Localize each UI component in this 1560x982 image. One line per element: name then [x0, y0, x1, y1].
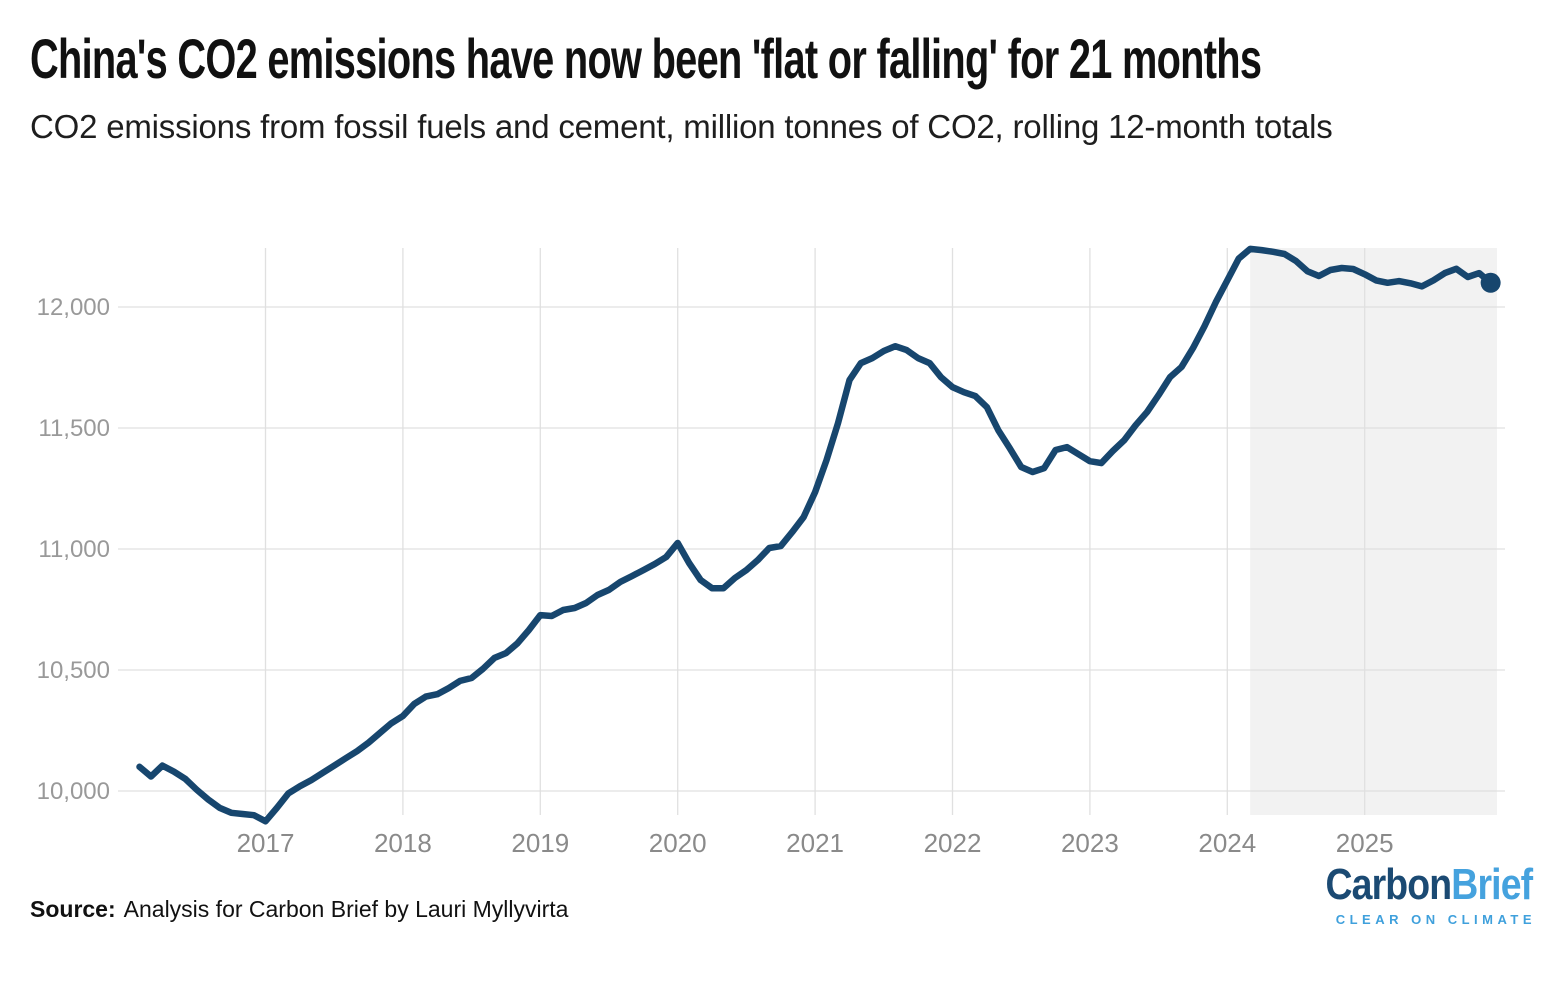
x-tick-label: 2024: [1198, 828, 1256, 858]
source-line: Source: Analysis for Carbon Brief by Laur…: [30, 896, 568, 923]
source-text: Analysis for Carbon Brief by Lauri Mylly…: [123, 896, 569, 922]
y-tick-label: 11,000: [38, 536, 110, 563]
carbonbrief-logo: CarbonBrief CLEAR ON CLIMATE: [1289, 860, 1533, 927]
y-tick-label: 10,500: [37, 657, 110, 684]
x-tick-label: 2017: [237, 828, 295, 858]
source-label: Source:: [30, 896, 116, 922]
x-tick-label: 2020: [649, 828, 707, 858]
x-tick-label: 2021: [786, 828, 844, 858]
logo-carbon: Carbon: [1325, 860, 1452, 909]
x-tick-label: 2022: [924, 828, 982, 858]
x-tick-label: 2023: [1061, 828, 1119, 858]
x-tick-label: 2019: [511, 828, 569, 858]
shaded-region: [1250, 248, 1497, 815]
y-tick-label: 12,000: [37, 294, 110, 321]
x-tick-label: 2018: [374, 828, 432, 858]
logo-brief: Brief: [1451, 860, 1533, 909]
page-title: China's CO2 emissions have now been 'fla…: [30, 27, 1262, 90]
emissions-line: [136, 245, 1494, 825]
end-point-dot: [1480, 272, 1501, 293]
carbonbrief-wordmark: CarbonBrief: [1325, 860, 1533, 910]
page-subtitle: CO2 emissions from fossil fuels and ceme…: [30, 108, 1333, 145]
y-tick-label: 10,000: [37, 778, 110, 805]
logo-tagline: CLEAR ON CLIMATE: [1335, 912, 1536, 927]
x-tick-label: 2025: [1336, 828, 1394, 858]
y-tick-label: 11,500: [38, 415, 110, 442]
